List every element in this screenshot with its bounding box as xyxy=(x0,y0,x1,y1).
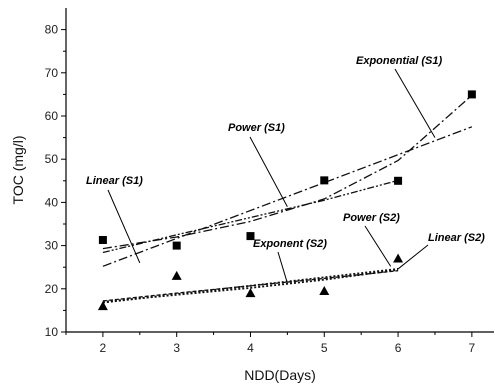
data-point-square xyxy=(394,176,403,185)
y-axis-title: TOC (mg/l) xyxy=(10,136,26,205)
x-tick-label: 4 xyxy=(247,341,254,355)
annotation-power-s1-label: Power (S1) xyxy=(228,122,285,134)
data-point-triangle xyxy=(245,288,256,298)
annotation-power-s2-label: Power (S2) xyxy=(343,212,400,224)
data-point-triangle xyxy=(171,270,182,280)
annotation-exponent-s2-leader xyxy=(277,251,288,284)
y-tick-label: 40 xyxy=(45,195,59,209)
data-points xyxy=(97,90,476,311)
annotation-linear-s1-leader xyxy=(107,189,141,264)
annotation-power-s2-leader xyxy=(364,225,392,267)
annotation-exponent-s2-label: Exponent (S2) xyxy=(253,238,327,250)
x-tick-label: 2 xyxy=(100,341,107,355)
y-tick-label: 80 xyxy=(45,23,59,37)
annotation-linear-s2-leader xyxy=(397,244,429,270)
data-point-triangle xyxy=(97,301,108,311)
x-tick-label: 3 xyxy=(173,341,180,355)
x-axis-title: NDD(Days) xyxy=(244,367,316,383)
data-point-square xyxy=(98,235,107,244)
y-tick-label: 30 xyxy=(45,239,59,253)
x-tick-label: 7 xyxy=(469,341,476,355)
data-point-square xyxy=(172,241,181,250)
fit-line-exponential-s1 xyxy=(102,94,473,250)
annotation-linear-s2-label: Linear (S2) xyxy=(428,232,485,244)
y-tick-label: 10 xyxy=(45,325,59,339)
y-tick-label: 60 xyxy=(45,109,59,123)
data-point-triangle xyxy=(393,253,404,263)
annotation-exponential-s1-label: Exponential (S1) xyxy=(356,55,443,67)
annotation-linear-s1-label: Linear (S1) xyxy=(86,175,143,187)
x-ticks: 2 3 4 5 6 7 xyxy=(65,332,476,355)
fit-line-power-s2 xyxy=(102,270,399,302)
y-tick-label: 50 xyxy=(45,152,59,166)
fit-line-power-s1 xyxy=(102,179,399,254)
x-tick-label: 5 xyxy=(321,341,328,355)
x-tick-label: 6 xyxy=(395,341,402,355)
data-point-square xyxy=(246,232,255,241)
y-ticks: 10 20 30 40 50 60 70 80 xyxy=(45,23,66,339)
axes xyxy=(65,8,494,333)
y-tick-label: 20 xyxy=(45,282,59,296)
fit-lines xyxy=(102,94,473,304)
fit-line-exponent-s2 xyxy=(102,268,399,303)
y-tick-label: 70 xyxy=(45,66,59,80)
data-point-square xyxy=(467,90,476,99)
data-point-square xyxy=(320,176,329,185)
annotation-power-s1-leader xyxy=(249,136,288,207)
data-point-triangle xyxy=(319,285,330,295)
annotations: Exponential (S1) Power (S1) Linear (S1) Pow… xyxy=(86,55,485,284)
annotation-exponential-s1-leader xyxy=(394,68,436,138)
